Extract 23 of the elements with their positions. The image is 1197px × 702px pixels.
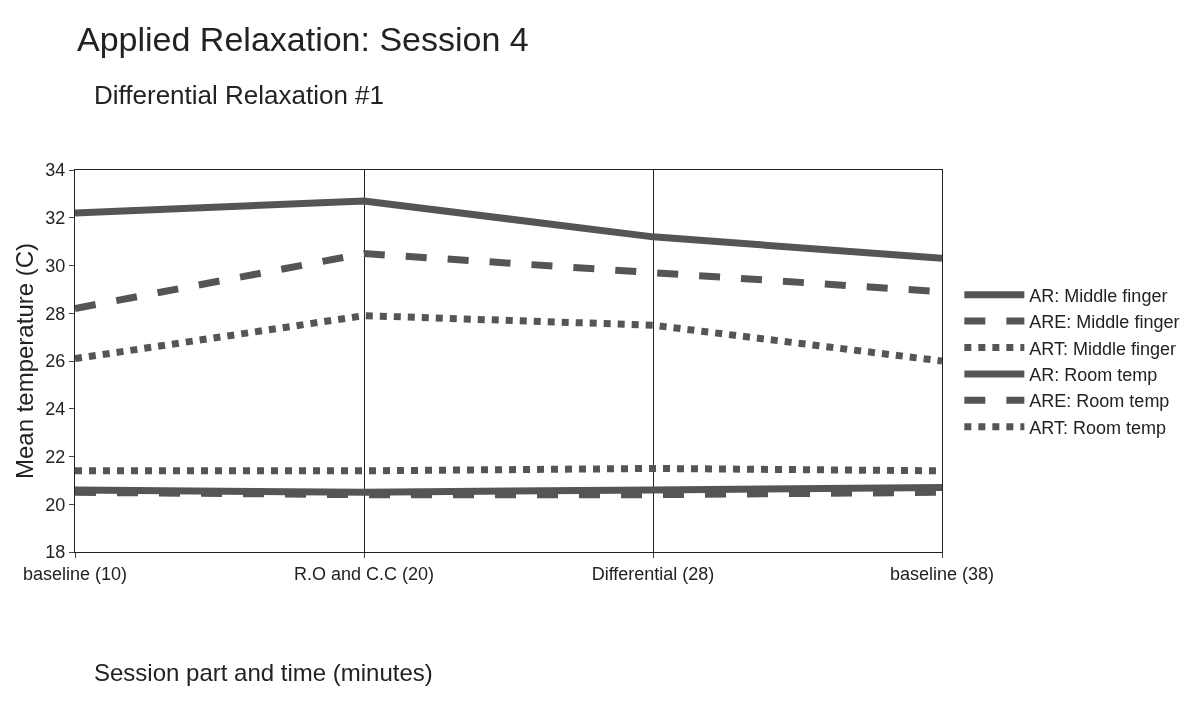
legend-label: ARE: Room temp bbox=[1029, 391, 1170, 412]
y-tick-label: 24 bbox=[45, 399, 66, 420]
y-tick-label: 28 bbox=[45, 303, 66, 324]
y-tick-label: 20 bbox=[45, 494, 66, 515]
chart-subtitle: Differential Relaxation #1 bbox=[94, 80, 385, 110]
y-axis-title: Mean temperature (C) bbox=[11, 242, 39, 480]
legend-label: AR: Middle finger bbox=[1029, 285, 1168, 306]
legend-label: ART: Middle finger bbox=[1029, 338, 1177, 359]
legend-label: ARE: Middle finger bbox=[1029, 312, 1180, 333]
y-tick-label: 26 bbox=[45, 351, 66, 372]
x-tick-label: baseline (38) bbox=[889, 563, 995, 584]
x-tick-label: baseline (10) bbox=[22, 563, 128, 584]
x-tick-label: R.O and C.C (20) bbox=[293, 563, 435, 584]
legend-label: ART: Room temp bbox=[1029, 417, 1167, 438]
y-tick-label: 34 bbox=[45, 160, 66, 181]
x-tick-label: Differential (28) bbox=[591, 563, 715, 584]
chart-title: Applied Relaxation: Session 4 bbox=[77, 20, 529, 58]
y-tick-label: 30 bbox=[45, 255, 66, 276]
y-tick-label: 32 bbox=[45, 208, 66, 229]
x-axis-title: Session part and time (minutes) bbox=[94, 659, 433, 686]
y-tick-label: 18 bbox=[45, 542, 66, 563]
y-tick-label: 22 bbox=[45, 446, 66, 467]
legend-label: AR: Room temp bbox=[1029, 364, 1158, 385]
